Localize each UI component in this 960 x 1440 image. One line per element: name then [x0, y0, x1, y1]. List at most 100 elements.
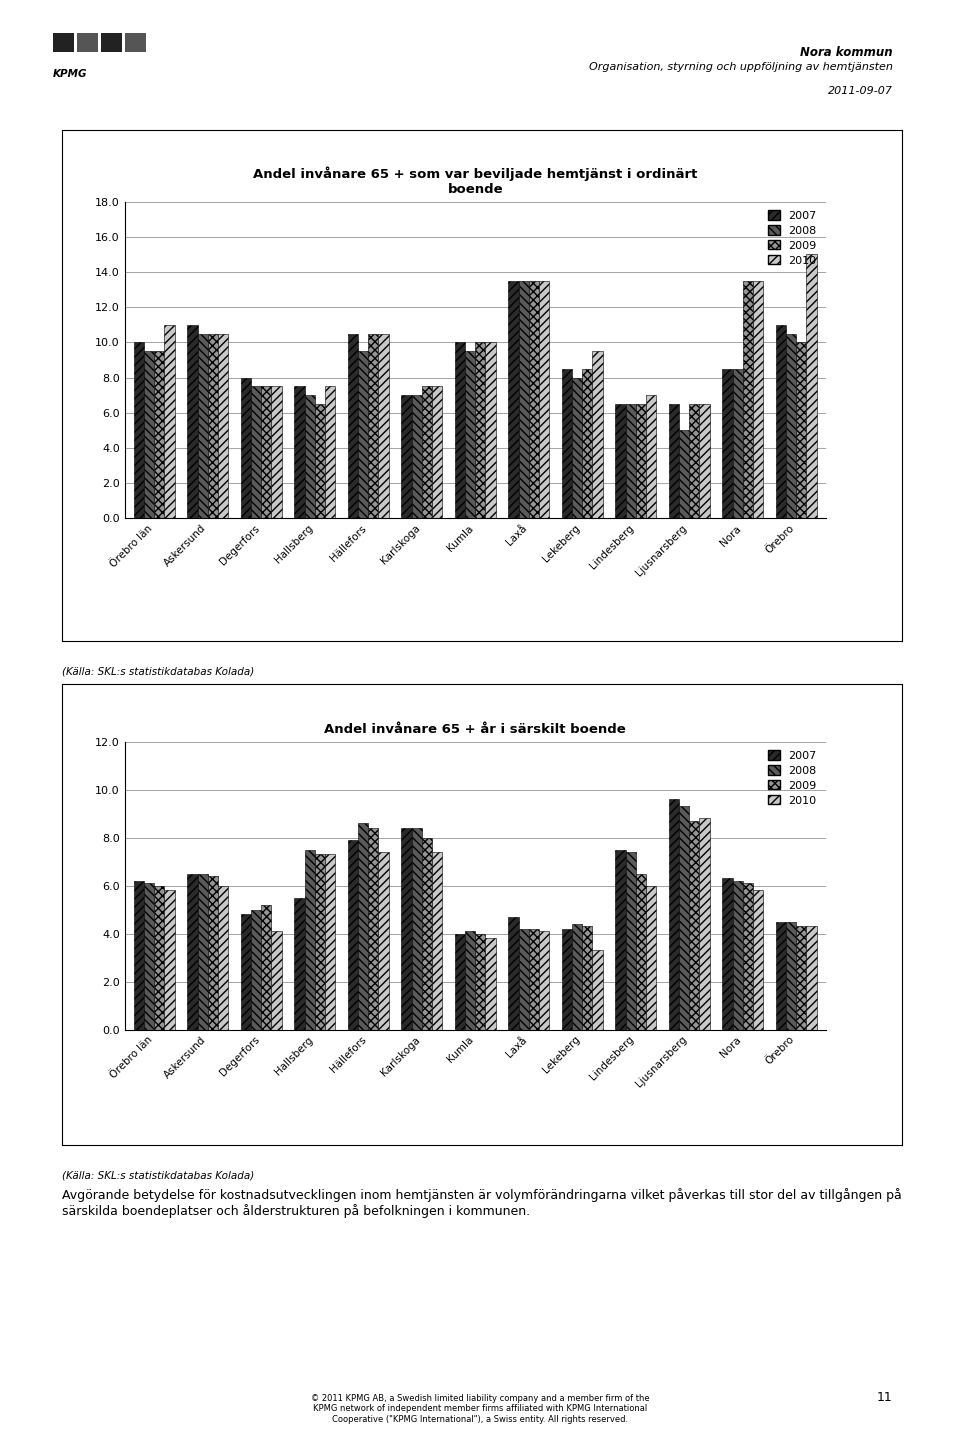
Bar [144, 351, 155, 518]
Bar [776, 325, 786, 518]
Bar [776, 922, 786, 1030]
Bar [722, 878, 732, 1030]
Bar [295, 386, 304, 518]
Bar [562, 369, 572, 518]
Bar [582, 369, 592, 518]
Bar [133, 881, 144, 1030]
Bar [722, 369, 732, 518]
Bar [562, 929, 572, 1030]
Bar [358, 824, 369, 1030]
Bar [241, 377, 252, 518]
Text: (Källa: SKL:s statistikdatabas Kolada): (Källa: SKL:s statistikdatabas Kolada) [62, 667, 254, 677]
Bar [753, 890, 763, 1030]
Bar [753, 281, 763, 518]
Bar [155, 351, 164, 518]
Bar [518, 281, 529, 518]
Bar [261, 386, 272, 518]
Bar [218, 886, 228, 1030]
Bar [207, 876, 218, 1030]
Bar [509, 917, 518, 1030]
Bar [348, 334, 358, 518]
Bar [324, 854, 335, 1030]
Text: Organisation, styrning och uppföljning av hemtjänsten: Organisation, styrning och uppföljning a… [588, 62, 893, 72]
Bar [465, 351, 475, 518]
Bar [369, 828, 378, 1030]
Bar [164, 325, 175, 518]
Bar [187, 325, 198, 518]
Bar [669, 405, 679, 518]
Bar [421, 386, 432, 518]
Bar [615, 850, 626, 1030]
Bar [786, 922, 796, 1030]
Bar [133, 343, 144, 518]
Bar [806, 255, 817, 518]
Bar [272, 386, 281, 518]
Bar [315, 854, 324, 1030]
Text: (Källa: SKL:s statistikdatabas Kolada): (Källa: SKL:s statistikdatabas Kolada) [62, 1171, 254, 1181]
Bar [218, 334, 228, 518]
Bar [743, 281, 753, 518]
Bar [164, 890, 175, 1030]
Bar [582, 926, 592, 1030]
Bar [796, 926, 806, 1030]
Bar [412, 828, 421, 1030]
Bar [636, 874, 646, 1030]
Bar [475, 933, 486, 1030]
Bar [732, 369, 743, 518]
Bar [592, 950, 603, 1030]
Bar [465, 932, 475, 1030]
Bar [679, 806, 689, 1030]
Bar [699, 405, 709, 518]
Bar [699, 818, 709, 1030]
Bar [401, 395, 412, 518]
Bar [539, 281, 549, 518]
Bar [155, 886, 164, 1030]
Bar [786, 334, 796, 518]
Bar [539, 932, 549, 1030]
Bar [252, 910, 261, 1030]
Bar [455, 343, 465, 518]
Bar [796, 343, 806, 518]
Bar [272, 932, 281, 1030]
Bar [369, 334, 378, 518]
Bar [572, 377, 582, 518]
Bar [689, 821, 699, 1030]
Bar [626, 405, 636, 518]
Bar [572, 924, 582, 1030]
Bar [304, 395, 315, 518]
Text: 2011-09-07: 2011-09-07 [828, 86, 893, 96]
Bar [207, 334, 218, 518]
Bar [486, 343, 495, 518]
Title: Andel invånare 65 + som var beviljade hemtjänst i ordinärt
boende: Andel invånare 65 + som var beviljade he… [253, 167, 697, 196]
Bar [529, 929, 539, 1030]
Bar [646, 395, 656, 518]
Bar [198, 334, 207, 518]
Bar [401, 828, 412, 1030]
Bar [486, 939, 495, 1030]
Text: KPMG: KPMG [53, 69, 87, 79]
Bar [743, 883, 753, 1030]
Bar [358, 351, 369, 518]
Bar [732, 881, 743, 1030]
Bar [378, 334, 389, 518]
Bar [432, 852, 442, 1030]
Text: © 2011 KPMG AB, a Swedish limited liability company and a member firm of the
KPM: © 2011 KPMG AB, a Swedish limited liabil… [311, 1394, 649, 1424]
Bar [304, 850, 315, 1030]
Bar [241, 914, 252, 1030]
Bar [421, 838, 432, 1030]
Bar [144, 883, 155, 1030]
Bar [295, 897, 304, 1030]
Bar [475, 343, 486, 518]
Bar [187, 874, 198, 1030]
Legend: 2007, 2008, 2009, 2010: 2007, 2008, 2009, 2010 [765, 207, 820, 269]
Bar [679, 431, 689, 518]
Bar [455, 933, 465, 1030]
Bar [324, 386, 335, 518]
Bar [252, 386, 261, 518]
Bar [198, 874, 207, 1030]
Title: Andel invånare 65 + år i särskilt boende: Andel invånare 65 + år i särskilt boende [324, 723, 626, 736]
Bar [518, 929, 529, 1030]
Bar [261, 904, 272, 1030]
Text: Nora kommun: Nora kommun [801, 46, 893, 59]
Legend: 2007, 2008, 2009, 2010: 2007, 2008, 2009, 2010 [765, 747, 820, 809]
